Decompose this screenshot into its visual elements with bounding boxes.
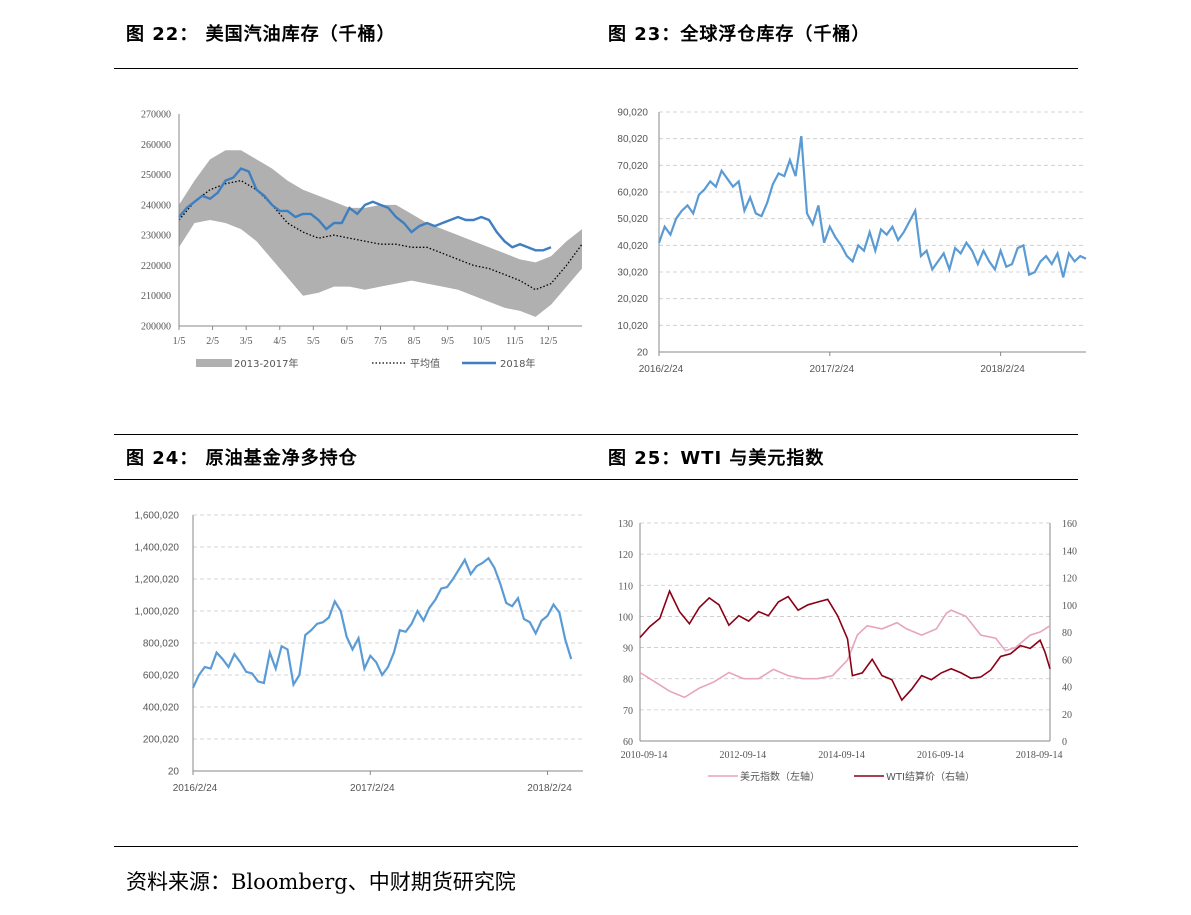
fig23-y-tick-label: 30,020 [617,268,648,279]
fig24-series-line [192,556,573,689]
fig23-y-tick-label: 20 [637,348,649,359]
fig23-x-tick-label: 2016/2/24 [639,364,684,375]
fig22-y-tick-label: 230000 [141,231,171,242]
fig22-y-tick-label: 200000 [141,322,171,333]
fig24-y-tick-label: 800,020 [143,639,180,650]
fig22-avg-line [178,179,583,291]
fig22-x-tick-label: 8/5 [408,336,421,347]
fig22-title: 图 22： 美国汽油库存（千桶） [126,24,396,45]
fig25-left-tick-label: 80 [623,675,633,686]
fig25-title: 图 25：WTI 与美元指数 [608,448,825,469]
fig22-legend-avg-label: 平均值 [410,357,440,370]
fig24-y-tick-label: 20 [168,767,180,778]
fig25-left-tick-label: 130 [618,519,633,530]
fig22-x-tick-label: 11/5 [506,336,523,347]
fig25-x-tick-label: 2010-09-14 [621,750,668,761]
fig25-x-tick-label: 2014-09-14 [818,750,865,761]
fig24-chart: 20 200,020 400,020 600,020 800,020 1,000,020 1… [135,511,583,794]
fig25-right-tick-label: 60 [1062,655,1072,666]
fig25-right-tick-label: 100 [1062,601,1077,612]
fig22-x-tick-label: 3/5 [240,336,253,347]
fig25-usd-line [639,609,1051,699]
fig23-y-tick-label: 10,020 [617,321,648,332]
fig22-y-tick-label: 270000 [141,110,171,121]
fig24-y-tick-label: 200,020 [143,735,180,746]
fig22-legend-band-swatch [196,359,232,367]
fig25-x-tick-label: 2018-09-14 [1016,750,1063,761]
fig25-right-tick-label: 0 [1062,737,1067,748]
bottom-rule [114,846,1078,847]
fig24-x-tick-label: 2016/2/24 [173,783,218,794]
fig23-y-tick-label: 50,020 [617,214,648,225]
fig24-y-tick-label: 600,020 [143,671,180,682]
fig25-right-tick-label: 140 [1062,546,1077,557]
fig25-left-tick-label: 120 [618,550,633,561]
fig23-title: 图 23：全球浮仓库存（千桶） [608,24,871,45]
fig23-y-tick-label: 40,020 [617,241,648,252]
fig23-y-tick-label: 60,020 [617,188,648,199]
fig24-y-tick-label: 400,020 [143,703,180,714]
fig25-x-tick-label: 2016-09-14 [917,750,964,761]
fig25-right-tick-label: 120 [1062,574,1077,585]
fig22-x-tick-label: 1/5 [173,336,186,347]
fig24-x-tick-label: 2017/2/24 [350,783,395,794]
fig25-left-tick-label: 100 [618,612,633,623]
fig22-legend-2018-label: 2018年 [500,357,535,370]
fig25-left-tick-label: 90 [623,644,633,655]
fig25-legend-wti-label: WTI结算价（右轴） [886,770,975,783]
middle-rule-lower [114,479,1078,480]
fig22-x-tick-label: 12/5 [540,336,558,347]
fig22-y-tick-label: 240000 [141,200,171,211]
fig24-title: 图 24： 原油基金净多持仓 [126,448,358,469]
fig22-x-tick-label: 7/5 [374,336,387,347]
fig24-x-tick-label: 2018/2/24 [527,783,572,794]
middle-rule-upper [114,434,1078,435]
fig25-right-tick-label: 160 [1062,519,1077,530]
top-rule [114,68,1078,69]
fig22-y-tick-label: 220000 [141,261,171,272]
fig24-y-tick-label: 1,200,020 [135,575,180,586]
fig25-right-tick-label: 40 [1062,683,1072,694]
fig22-x-tick-label: 5/5 [307,336,320,347]
fig23-chart: 20 10,020 20,020 30,020 40,020 50,020 60,020 70… [617,108,1087,375]
fig25-chart: 60 70 80 90 100 110 120 130 0 20 40 60 80 100 120 140 16… [618,519,1077,783]
fig25-right-tick-label: 80 [1062,628,1072,639]
fig22-chart: 200000 210000 220000 230000 240000 250000 2600… [141,110,583,370]
fig22-legend-band-label: 2013-2017年 [234,357,299,370]
fig25-left-tick-label: 70 [623,706,633,717]
fig23-x-tick-label: 2017/2/24 [810,364,855,375]
fig22-y-tick-label: 260000 [141,140,171,151]
fig22-y-tick-label: 210000 [141,291,171,302]
fig22-2018-line [178,167,552,252]
fig25-wti-line [639,589,1051,702]
fig23-x-tick-label: 2018/2/24 [980,364,1025,375]
fig22-x-tick-label: 9/5 [441,336,454,347]
fig25-x-tick-label: 2012-09-14 [719,750,766,761]
fig22-band-area [179,150,582,317]
fig22-x-tick-label: 10/5 [472,336,490,347]
fig23-y-tick-label: 80,020 [617,134,648,145]
fig25-legend-usd-label: 美元指数（左轴） [740,770,820,783]
fig23-series-line [657,135,1087,278]
fig22-x-tick-label: 6/5 [341,336,354,347]
fig23-y-tick-label: 20,020 [617,294,648,305]
fig23-y-tick-label: 90,020 [617,108,648,119]
fig22-y-tick-label: 250000 [141,170,171,181]
fig25-right-tick-label: 20 [1062,710,1072,721]
fig24-y-tick-label: 1,000,020 [135,607,180,618]
fig24-y-tick-label: 1,600,020 [135,511,180,522]
fig22-x-tick-label: 2/5 [206,336,219,347]
source-note: 资料来源：Bloomberg、中财期货研究院 [126,870,516,894]
fig25-left-tick-label: 110 [618,581,633,592]
fig24-y-tick-label: 1,400,020 [135,543,180,554]
fig22-x-tick-label: 4/5 [273,336,286,347]
fig25-left-tick-label: 60 [623,737,633,748]
fig23-y-tick-label: 70,020 [617,161,648,172]
